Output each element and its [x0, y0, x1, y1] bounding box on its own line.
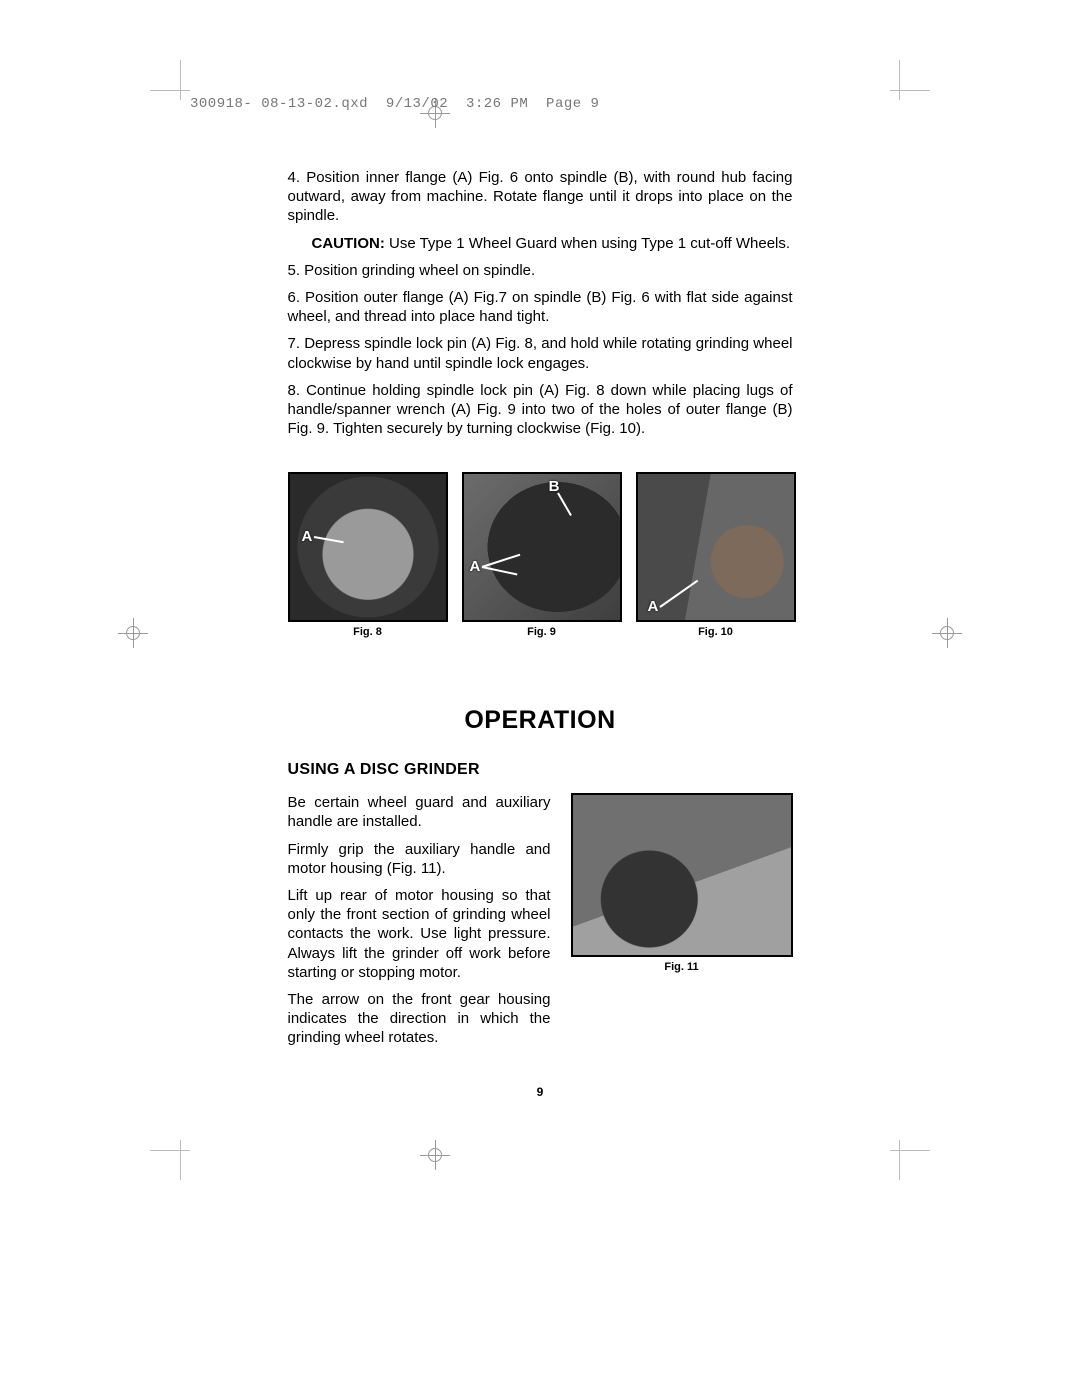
registration-mark-bottom	[420, 1140, 450, 1170]
caution-block: CAUTION: Use Type 1 Wheel Guard when usi…	[288, 234, 793, 253]
step-5: 5. Position grinding wheel on spindle.	[288, 261, 793, 280]
figure-10: A Fig. 10	[636, 472, 796, 638]
figure-9-image: B A	[462, 472, 622, 622]
registration-mark-left	[118, 618, 148, 648]
figure-9-caption: Fig. 9	[527, 626, 556, 638]
fig9-label-a: A	[470, 558, 481, 575]
fig10-label-a: A	[648, 598, 659, 615]
figure-8-caption: Fig. 8	[353, 626, 382, 638]
page-number: 9	[190, 1085, 890, 1099]
file-stamp: 300918- 08-13-02.qxd 9/13/02 3:26 PM Pag…	[190, 96, 890, 112]
operation-p1: Be certain wheel guard and auxiliary han…	[288, 793, 551, 831]
figure-10-caption: Fig. 10	[698, 626, 733, 638]
fig8-leader	[313, 536, 343, 543]
crop-mark-bl	[150, 1120, 210, 1180]
content-area: 4. Position inner flange (A) Fig. 6 onto…	[288, 168, 793, 1056]
using-disc-grinder-heading: USING A DISC GRINDER	[288, 761, 793, 779]
fig10-leader	[659, 580, 698, 608]
fig9-leader-a2	[481, 566, 517, 575]
figure-11-image	[571, 793, 793, 957]
caution-text: Use Type 1 Wheel Guard when using Type 1…	[385, 235, 790, 252]
fig9-leader-b	[557, 493, 572, 517]
figure-8-image: A	[288, 472, 448, 622]
caution-label: CAUTION:	[312, 235, 385, 252]
registration-mark-right	[932, 618, 962, 648]
fig8-label-a: A	[302, 528, 313, 545]
crop-mark-br	[870, 1120, 930, 1180]
step-6: 6. Position outer flange (A) Fig.7 on sp…	[288, 288, 793, 326]
figure-8: A Fig. 8	[288, 472, 448, 638]
operation-columns: Be certain wheel guard and auxiliary han…	[288, 793, 793, 1055]
figure-10-image: A	[636, 472, 796, 622]
operation-p3: Lift up rear of motor housing so that on…	[288, 886, 551, 982]
figure-9: B A Fig. 9	[462, 472, 622, 638]
step-4: 4. Position inner flange (A) Fig. 6 onto…	[288, 168, 793, 226]
figure-11-caption: Fig. 11	[571, 961, 793, 973]
step-8: 8. Continue holding spindle lock pin (A)…	[288, 381, 793, 439]
figure-row: A Fig. 8 B A Fig. 9 A	[288, 472, 793, 638]
step-7: 7. Depress spindle lock pin (A) Fig. 8, …	[288, 334, 793, 372]
page-container: 300918- 08-13-02.qxd 9/13/02 3:26 PM Pag…	[190, 0, 890, 1056]
operation-p4: The arrow on the front gear housing indi…	[288, 990, 551, 1048]
operation-text-column: Be certain wheel guard and auxiliary han…	[288, 793, 551, 1055]
operation-figure-column: Fig. 11	[571, 793, 793, 973]
operation-heading: OPERATION	[288, 706, 793, 735]
operation-p2: Firmly grip the auxiliary handle and mot…	[288, 840, 551, 878]
